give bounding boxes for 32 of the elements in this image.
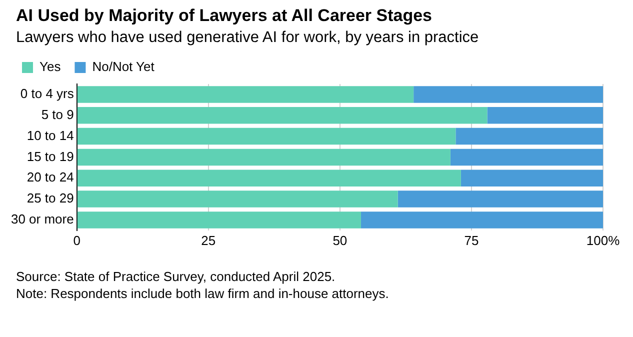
- x-tick-label: 100%: [586, 232, 620, 248]
- y-tick-label: 15 to 19: [26, 148, 74, 164]
- y-tick-label: 20 to 24: [26, 170, 74, 185]
- bar: [450, 148, 603, 166]
- legend-label: No/Not Yet: [92, 59, 155, 74]
- bar: [360, 212, 603, 228]
- bar: [77, 190, 398, 208]
- bar: [77, 128, 456, 145]
- bar: [398, 190, 603, 208]
- y-tick-label: 10 to 14: [26, 128, 74, 143]
- bar: [414, 86, 603, 103]
- bar: [460, 170, 603, 186]
- y-tick-label: 25 to 29: [26, 190, 74, 206]
- chart-title: AI Used by Majority of Lawyers at All Career Stages: [15, 6, 434, 26]
- bar: [77, 170, 461, 186]
- bar: [77, 107, 488, 124]
- y-tick-label: 0 to 4 yrs: [20, 86, 74, 102]
- x-tick-label: 25: [201, 232, 216, 248]
- bar: [77, 212, 361, 228]
- bar: [77, 86, 414, 103]
- bar: [487, 107, 603, 124]
- x-tick-label: 75: [464, 232, 479, 248]
- y-tick-label: 30 or more: [10, 212, 74, 227]
- x-tick-label: 0: [73, 232, 80, 248]
- x-tick-label: 50: [332, 232, 348, 248]
- chart-subtitle: Lawyers who have used generative AI for work, by years in practice: [15, 29, 480, 47]
- bar: [77, 148, 450, 166]
- text: Note: Respondents include both law firm and in-house attorneys.: [16, 285, 390, 302]
- legend-label: Yes: [40, 59, 62, 74]
- bar: [456, 128, 603, 145]
- source-note: Source: State of Practice Survey, conducted April 2025.: [16, 268, 336, 285]
- y-tick-label: 5 to 9: [41, 106, 74, 122]
